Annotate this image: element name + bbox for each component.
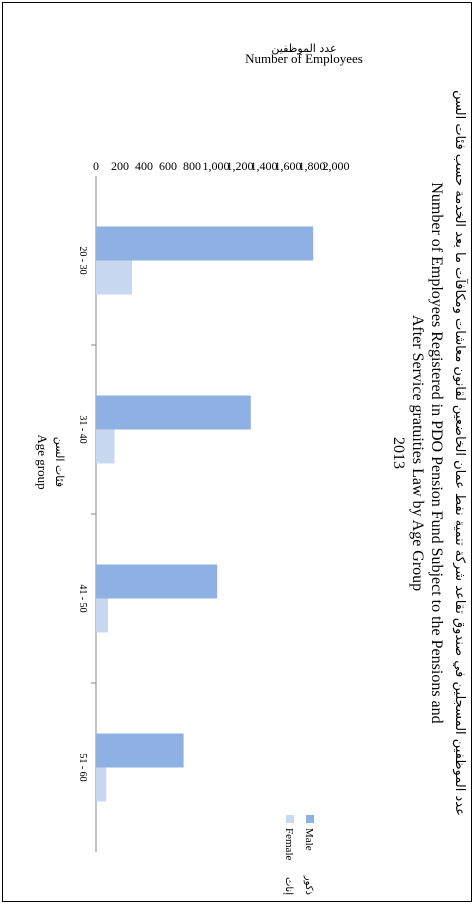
bar-male-0 (96, 226, 314, 261)
y-tick-label: 1,400 (251, 159, 278, 173)
bar-male-3 (96, 733, 184, 768)
x-axis-label: Age group (35, 434, 50, 489)
bar-female-2 (96, 598, 108, 633)
bar-male-2 (96, 564, 218, 599)
chart-title-line-2: After Service gratuities Law by Age Grou… (409, 315, 426, 591)
legend-swatch-male (306, 815, 314, 823)
y-axis-label-arabic: عدد الموظفين (271, 42, 336, 55)
x-tick-label: 41 - 50 (77, 584, 88, 612)
legend-label-female: Female (283, 828, 295, 860)
legend-label-male: Male (303, 828, 315, 851)
chart-title-year: 2013 (390, 437, 407, 469)
y-tick-label: 200 (111, 159, 129, 173)
chart-title-line-1: Number of Employees Registered in PDO Pe… (428, 182, 445, 723)
y-tick-label: 400 (135, 159, 153, 173)
bar-male-1 (96, 395, 251, 430)
y-axis-label: Number of Employees (245, 51, 363, 66)
x-tick-label: 51 - 60 (77, 753, 88, 781)
bar-female-0 (96, 260, 132, 295)
legend-label-arabic-male: ذكور (303, 875, 314, 895)
y-tick-label: 2,000 (323, 159, 350, 173)
y-tick-label: 0 (93, 159, 99, 173)
y-tick-label: 600 (159, 159, 177, 173)
legend: Male ذكور Female إناث (283, 815, 315, 895)
chart-title-arabic: عدد الموظفين المسجلين في صندوق تقاعد شرك… (452, 90, 469, 816)
y-tick-label: 1,000 (203, 159, 230, 173)
bar-female-3 (96, 767, 107, 802)
y-tick-label: 800 (183, 159, 201, 173)
bar-female-1 (96, 429, 115, 464)
legend-swatch-female (286, 815, 294, 823)
legend-label-arabic-female: إناث (283, 877, 294, 895)
y-tick-label: 1,800 (299, 159, 326, 173)
plot-area: 0 200 400 600 800 1,0001,2001,4001,6001,8002,… (77, 159, 350, 852)
y-tick-label: 1,600 (275, 159, 302, 173)
x-tick-label: 20 - 30 (77, 246, 88, 274)
x-tick-label: 31 - 40 (77, 415, 88, 443)
x-axis-label-arabic: فئات السن (53, 437, 66, 487)
y-tick-label: 1,200 (227, 159, 254, 173)
